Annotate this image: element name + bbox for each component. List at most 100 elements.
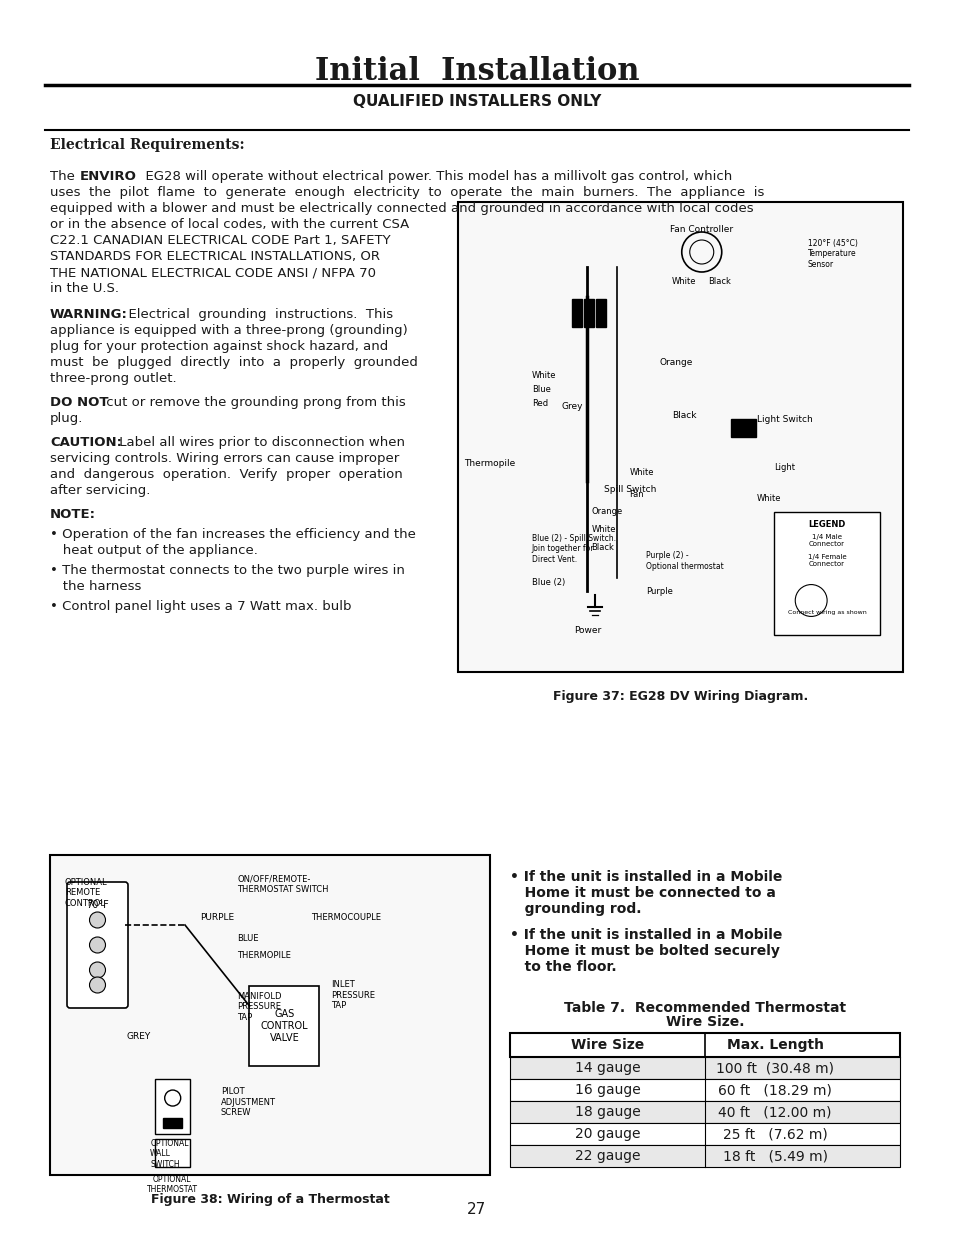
Text: and  dangerous  operation.  Verify  proper  operation: and dangerous operation. Verify proper o… [50,468,402,480]
Text: STANDARDS FOR ELECTRICAL INSTALLATIONS, OR: STANDARDS FOR ELECTRICAL INSTALLATIONS, … [50,249,379,263]
Bar [510,1123,899,1145]
Text: Electrical  grounding  instructions.  This: Electrical grounding instructions. This [120,308,393,321]
Bar [457,203,902,672]
Text: White: White [757,494,781,503]
Bar [155,1079,190,1134]
Text: 70°F: 70°F [86,900,109,910]
Text: PURPLE: PURPLE [200,914,234,923]
Text: after servicing.: after servicing. [50,484,151,496]
Text: OPTIONAL
WALL
SWITCH: OPTIONAL WALL SWITCH [150,1139,189,1168]
Text: ENVIRO: ENVIRO [80,170,136,183]
Text: cut or remove the grounding prong from this: cut or remove the grounding prong from t… [102,396,405,409]
Text: 100 ft  (30.48 m): 100 ft (30.48 m) [716,1061,833,1074]
Bar [155,1139,190,1167]
Text: • If the unit is installed in a Mobile: • If the unit is installed in a Mobile [510,927,781,942]
Bar [510,1145,899,1167]
Text: OPTIONAL
REMOTE
CONTROL: OPTIONAL REMOTE CONTROL [65,878,108,908]
Text: 16 gauge: 16 gauge [574,1083,639,1097]
Text: 18 gauge: 18 gauge [574,1105,639,1119]
Text: uses  the  pilot  flame  to  generate  enough  electricity  to  operate  the  ma: uses the pilot flame to generate enough … [50,186,763,199]
Text: 22 gauge: 22 gauge [574,1149,639,1163]
Circle shape [90,911,106,927]
Text: White: White [531,370,556,380]
Text: • The thermostat connects to the two purple wires in: • The thermostat connects to the two pur… [50,564,404,577]
Circle shape [90,962,106,978]
Text: to the floor.: to the floor. [510,960,616,974]
Text: C22.1 CANADIAN ELECTRICAL CODE Part 1, SAFETY: C22.1 CANADIAN ELECTRICAL CODE Part 1, S… [50,233,390,247]
Text: The: The [50,170,83,183]
Bar [773,511,880,635]
Text: GAS
CONTROL
VALVE: GAS CONTROL VALVE [260,1009,308,1042]
Text: Purple: Purple [646,587,673,595]
Text: MANIFOLD
PRESSURE
TAP: MANIFOLD PRESSURE TAP [237,992,281,1021]
Circle shape [90,937,106,953]
Text: THE NATIONAL ELECTRICAL CODE ANSI / NFPA 70: THE NATIONAL ELECTRICAL CODE ANSI / NFPA… [50,266,375,279]
Text: DO NOT: DO NOT [50,396,109,409]
Text: must  be  plugged  directly  into  a  properly  grounded: must be plugged directly into a properly… [50,356,417,369]
Text: three-prong outlet.: three-prong outlet. [50,372,176,385]
Text: Connect wiring as shown: Connect wiring as shown [787,610,865,615]
Text: Fan: Fan [629,490,643,499]
Text: plug for your protection against shock hazard, and: plug for your protection against shock h… [50,340,388,353]
Text: appliance is equipped with a three-prong (grounding): appliance is equipped with a three-prong… [50,324,407,337]
Text: Black: Black [671,410,696,420]
Text: the harness: the harness [50,580,141,593]
Text: INLET
PRESSURE
TAP: INLET PRESSURE TAP [331,981,375,1010]
Text: ON/OFF/REMOTE-
THERMOSTAT SWITCH: ON/OFF/REMOTE- THERMOSTAT SWITCH [237,876,329,894]
Circle shape [90,977,106,993]
Text: Grey: Grey [561,401,582,411]
Text: • If the unit is installed in a Mobile: • If the unit is installed in a Mobile [510,869,781,884]
Text: • Control panel light uses a 7 Watt max. bulb: • Control panel light uses a 7 Watt max.… [50,600,351,613]
Text: 18 ft   (5.49 m): 18 ft (5.49 m) [722,1149,827,1163]
Text: plug.: plug. [50,412,83,425]
Text: NOTE:: NOTE: [50,508,96,521]
Text: 120°F (45°C)
Temperature
Sensor: 120°F (45°C) Temperature Sensor [807,240,857,269]
Bar [163,1119,182,1129]
Text: grounding rod.: grounding rod. [510,902,640,916]
FancyBboxPatch shape [67,882,128,1008]
Bar [510,1079,899,1100]
Bar [731,420,756,437]
Text: Figure 37: EG28 DV Wiring Diagram.: Figure 37: EG28 DV Wiring Diagram. [553,690,807,703]
Text: Figure 38: Wiring of a Thermostat: Figure 38: Wiring of a Thermostat [151,1193,389,1207]
Bar [510,1032,899,1057]
Text: Spill Switch: Spill Switch [603,485,656,494]
Bar [510,1100,899,1123]
Text: Thermopile: Thermopile [463,459,515,468]
Text: LEGEND: LEGEND [807,520,845,529]
Text: Initial  Installation: Initial Installation [314,57,639,88]
Text: WARNING:: WARNING: [50,308,128,321]
Text: • Operation of the fan increases the efficiency and the: • Operation of the fan increases the eff… [50,529,416,541]
Bar [572,299,581,327]
Text: 1/4 Male
Connector: 1/4 Male Connector [808,534,844,547]
Text: OPTIONAL
THERMOSTAT: OPTIONAL THERMOSTAT [147,1174,197,1194]
Text: Blue (2) - Spill Switch.
Join together for
Direct Vent.: Blue (2) - Spill Switch. Join together f… [531,534,615,563]
Text: heat output of the appliance.: heat output of the appliance. [50,543,257,557]
Text: BLUE: BLUE [237,934,258,942]
Text: Orange: Orange [659,358,692,367]
Text: Wire Size: Wire Size [570,1037,643,1052]
Text: QUALIFIED INSTALLERS ONLY: QUALIFIED INSTALLERS ONLY [353,95,600,110]
Text: Light: Light [773,463,794,473]
Text: Blue (2): Blue (2) [531,578,564,587]
Text: GREY: GREY [127,1032,151,1041]
Text: Light Switch: Light Switch [757,415,812,424]
Text: Red: Red [531,399,547,408]
Text: Wire Size.: Wire Size. [665,1015,743,1029]
Bar [510,1057,899,1079]
Text: 60 ft   (18.29 m): 60 ft (18.29 m) [718,1083,831,1097]
Text: PILOT
ADJUSTMENT
SCREW: PILOT ADJUSTMENT SCREW [220,1088,275,1118]
Text: 27: 27 [467,1203,486,1218]
Text: 25 ft   (7.62 m): 25 ft (7.62 m) [722,1128,826,1141]
Text: 1/4 Female
Connector: 1/4 Female Connector [807,553,845,567]
Text: Electrical Requirements:: Electrical Requirements: [50,138,244,152]
Text: THERMOPILE: THERMOPILE [237,951,291,960]
Text: or in the absence of local codes, with the current CSA: or in the absence of local codes, with t… [50,219,409,231]
Text: Black: Black [707,277,730,287]
Bar [250,986,319,1066]
Text: Purple (2) -
Optional thermostat: Purple (2) - Optional thermostat [646,551,723,571]
Text: White: White [629,468,654,477]
Text: CAUTION:: CAUTION: [50,436,122,450]
Bar [50,855,490,1174]
Text: 20 gauge: 20 gauge [574,1128,639,1141]
